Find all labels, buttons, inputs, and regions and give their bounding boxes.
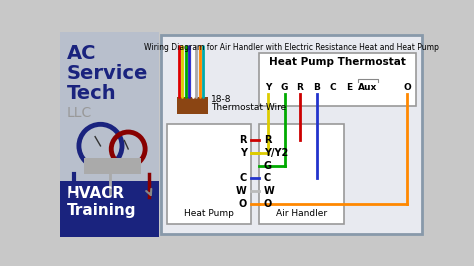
Bar	[259, 124, 344, 225]
Text: O: O	[403, 83, 411, 92]
Text: Wiring Diagram for Air Handler with Electric Resistance Heat and Heat Pump: Wiring Diagram for Air Handler with Elec…	[144, 43, 439, 52]
Text: C: C	[330, 83, 337, 92]
Text: Tech: Tech	[66, 84, 116, 103]
Text: C: C	[239, 173, 247, 183]
Text: O: O	[238, 200, 247, 209]
Text: C: C	[264, 173, 271, 183]
Bar	[259, 53, 416, 106]
Bar	[83, 158, 141, 174]
Bar	[61, 181, 159, 237]
Bar	[161, 35, 422, 234]
Bar	[61, 32, 159, 237]
Text: B: B	[313, 83, 320, 92]
Text: Aux: Aux	[358, 83, 377, 92]
Text: W: W	[236, 186, 247, 196]
Text: Training: Training	[66, 203, 136, 218]
Text: G: G	[264, 161, 272, 171]
Text: R: R	[264, 135, 271, 145]
Text: O: O	[264, 200, 272, 209]
Text: Y/Y2: Y/Y2	[264, 148, 288, 158]
Text: LLC: LLC	[66, 106, 92, 120]
Bar	[167, 124, 251, 225]
Text: G: G	[281, 83, 288, 92]
Text: E: E	[346, 83, 352, 92]
Text: Y: Y	[240, 148, 247, 158]
Bar	[177, 97, 208, 114]
Text: Heat Pump Thermostat: Heat Pump Thermostat	[269, 57, 406, 67]
Text: R: R	[239, 135, 247, 145]
Text: Service: Service	[66, 64, 148, 83]
Text: R: R	[296, 83, 303, 92]
Text: Air Handler: Air Handler	[276, 209, 327, 218]
Text: AC: AC	[66, 44, 96, 63]
Text: W: W	[264, 186, 274, 196]
Text: HVACR: HVACR	[66, 186, 125, 201]
Text: 18-8: 18-8	[211, 95, 232, 104]
Text: Y: Y	[265, 83, 272, 92]
Text: Heat Pump: Heat Pump	[184, 209, 234, 218]
Text: Thermostat Wire: Thermostat Wire	[211, 103, 287, 112]
